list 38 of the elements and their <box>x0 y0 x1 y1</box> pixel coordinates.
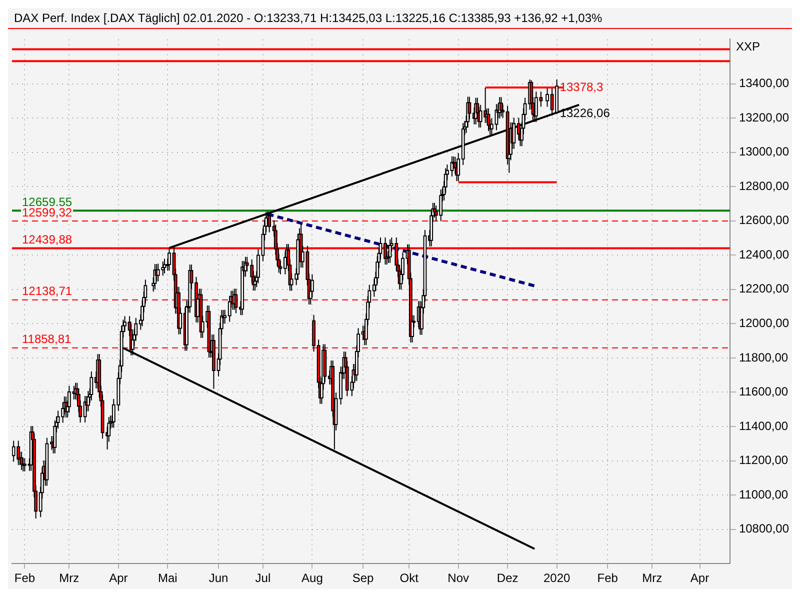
x-tick-label: Jun <box>208 571 228 586</box>
x-tick-label: Jul <box>255 571 271 586</box>
x-tick-label: Okt <box>400 571 420 586</box>
x-tick-label: Sep <box>352 571 374 586</box>
y-tick-label: 11000,00 <box>738 487 788 502</box>
y-tick-label: 13400,00 <box>738 76 790 90</box>
y-tick-label: 11200,00 <box>738 453 788 468</box>
text: XXP <box>736 40 760 54</box>
ref-line-label: 12659,55 <box>22 194 72 209</box>
x-tick-label: Nov <box>448 571 470 586</box>
annotation: 13226,06 <box>560 106 610 120</box>
x-tick-label: Feb <box>14 571 36 586</box>
x-tick-label: Dez <box>496 571 518 586</box>
x-tick-label: Mai <box>158 571 178 586</box>
y-tick-label: 12800,00 <box>738 178 790 193</box>
y-tick-label: 13000,00 <box>738 144 790 159</box>
x-tick-label: Mrz <box>59 571 80 586</box>
y-tick-label: 12400,00 <box>738 247 790 262</box>
y-tick-label: 11800,00 <box>738 350 788 364</box>
x-tick-label: Apr <box>109 571 128 586</box>
y-tick-label: 13200,00 <box>738 110 790 124</box>
x-tick-label: 2020 <box>543 571 570 586</box>
y-tick-label: 10800,00 <box>738 522 790 536</box>
y-tick-label: 12000,00 <box>738 316 790 330</box>
annotation: 13378,3 <box>560 80 604 94</box>
y-tick-label: 12200,00 <box>738 282 790 296</box>
y-tick-label: 11600,00 <box>738 384 788 399</box>
x-tick-label: Apr <box>690 571 710 586</box>
ref-line-label: 12138,71 <box>22 284 72 298</box>
ref-line-label: 12599,32 <box>22 205 72 220</box>
x-tick-label: Feb <box>597 571 618 586</box>
ref-line-label: 11858,81 <box>22 332 72 346</box>
x-tick-label: Mrz <box>642 571 662 586</box>
y-tick-label: 12600,00 <box>738 213 790 228</box>
ref-line-label: 12439,88 <box>22 232 72 247</box>
chart-title: DAX Perf. Index [.DAX Täglich] 02.01.2020 - O:13233,71 H:13425,03 L:13225,16 C:13385,93 +136,92 +1,03% <box>8 8 792 29</box>
y-tick-label: 11400,00 <box>738 418 788 433</box>
x-tick-label: Aug <box>302 571 323 586</box>
